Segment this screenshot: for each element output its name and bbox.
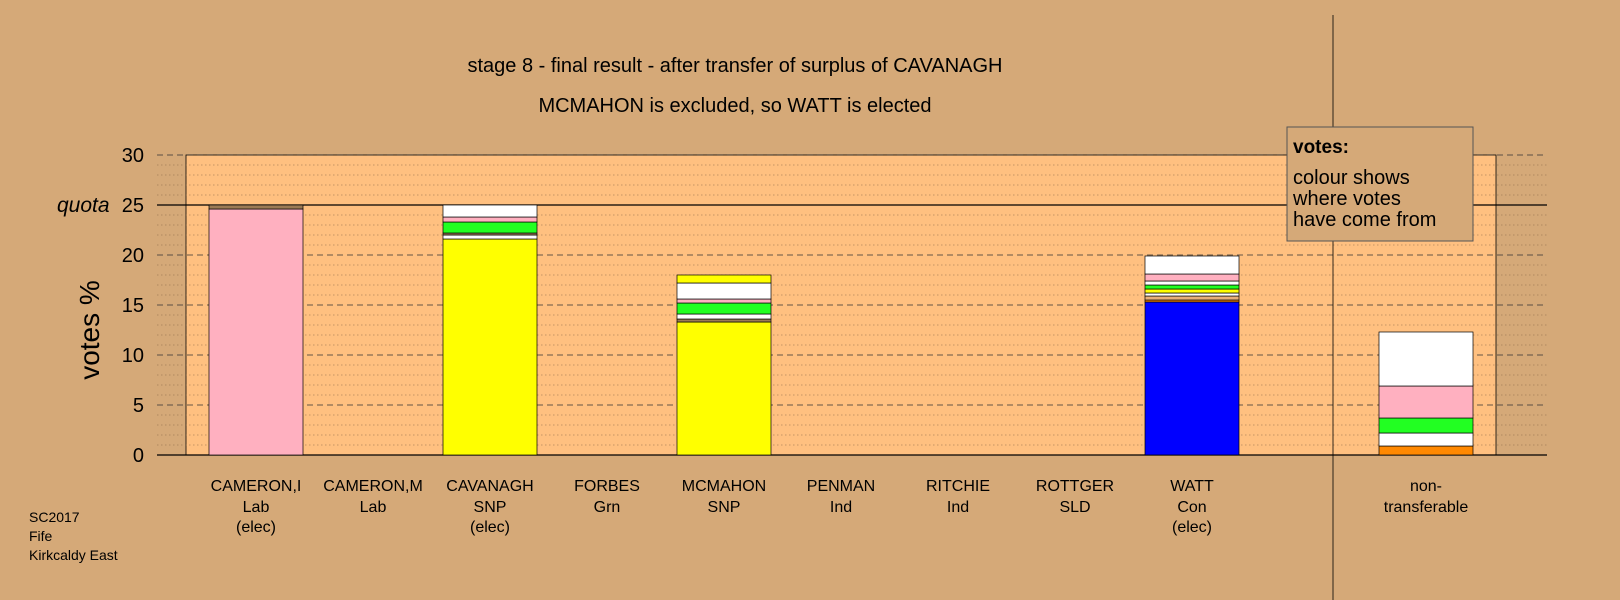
source-council: Fife — [29, 528, 53, 544]
bar-watt-segment — [1144, 280, 1240, 286]
bar-nontransferable-segment — [1378, 417, 1474, 434]
candidate-party: SNP — [474, 499, 507, 516]
candidate-party: Ind — [830, 499, 852, 516]
legend-text: colour shows — [1293, 167, 1410, 189]
y-tick-label: 10 — [122, 345, 144, 367]
bar-cameron-i-segment — [208, 204, 304, 210]
bar-nontransferable-segment — [1378, 445, 1474, 456]
candidate-party: SNP — [708, 499, 741, 516]
y-axis-label: votes % — [74, 280, 105, 380]
bar-mcmahon-segment — [676, 274, 772, 284]
bar-cameron-i-segment — [208, 208, 304, 456]
bar-watt-segment — [1144, 255, 1240, 275]
bar-watt-segment — [1144, 292, 1240, 297]
candidate-party: Lab — [243, 499, 270, 516]
bar-cavanagh-segment — [442, 238, 538, 456]
election-source: SC2017 Fife Kirkcaldy East — [29, 508, 118, 565]
candidate-status: (elec) — [1172, 519, 1212, 536]
quota-label: quota — [57, 194, 110, 217]
candidate-name: PENMAN — [807, 478, 875, 495]
candidate-name: MCMAHON — [682, 478, 766, 495]
y-tick-label: 20 — [122, 245, 144, 267]
bar-mcmahon-segment — [676, 298, 772, 304]
bar-mcmahon-segment — [676, 302, 772, 315]
candidate-name: RITCHIE — [926, 478, 990, 495]
candidate-party: Ind — [947, 499, 969, 516]
candidate-name: FORBES — [574, 478, 640, 495]
bar-watt-segment — [1144, 273, 1240, 282]
candidate-name: ROTTGER — [1036, 478, 1114, 495]
nontransferable-label: non- — [1410, 478, 1442, 495]
candidate-status: (elec) — [236, 519, 276, 536]
candidate-name: CAVANAGH — [446, 478, 533, 495]
bar-mcmahon-segment — [676, 318, 772, 323]
nontransferable-label: transferable — [1384, 499, 1469, 516]
bar-nontransferable-segment — [1378, 432, 1474, 447]
y-tick-label: 15 — [122, 295, 144, 317]
bar-nontransferable-segment — [1378, 331, 1474, 387]
source-ward: Kirkcaldy East — [29, 547, 118, 563]
candidate-party: Lab — [360, 499, 387, 516]
bar-mcmahon-segment — [676, 282, 772, 300]
legend-text: have come from — [1293, 209, 1436, 231]
candidate-name: CAMERON,M — [323, 478, 423, 495]
candidate-party: SLD — [1059, 499, 1090, 516]
candidate-name: WATT — [1170, 478, 1214, 495]
bar-cavanagh-segment — [442, 221, 538, 234]
y-tick-label: 25 — [122, 195, 144, 217]
bar-watt-segment — [1144, 288, 1240, 294]
candidate-party: Con — [1177, 499, 1206, 516]
chart-subtitle: MCMAHON is excluded, so WATT is elected — [538, 95, 931, 117]
bar-mcmahon-segment — [676, 321, 772, 456]
candidate-party: Grn — [594, 499, 621, 516]
bar-watt-segment — [1144, 301, 1240, 456]
bar-mcmahon-segment — [676, 313, 772, 320]
legend-box — [1286, 126, 1474, 242]
legend-title: votes: — [1293, 137, 1349, 158]
candidate-name: CAMERON,I — [211, 478, 302, 495]
y-tick-label: 0 — [133, 445, 144, 467]
bar-cavanagh-segment — [442, 204, 538, 218]
legend-text: where votes — [1292, 188, 1401, 210]
chart-title: stage 8 - final result - after transfer … — [467, 55, 1002, 77]
y-tick-label: 30 — [122, 145, 144, 167]
bar-watt-segment — [1144, 295, 1240, 301]
bar-cavanagh-segment — [442, 216, 538, 223]
bar-watt-segment — [1144, 284, 1240, 290]
y-tick-label: 5 — [133, 395, 144, 417]
source-election: SC2017 — [29, 509, 80, 525]
candidate-status: (elec) — [470, 519, 510, 536]
bar-nontransferable-segment — [1378, 385, 1474, 419]
bar-cavanagh-segment — [442, 234, 538, 240]
